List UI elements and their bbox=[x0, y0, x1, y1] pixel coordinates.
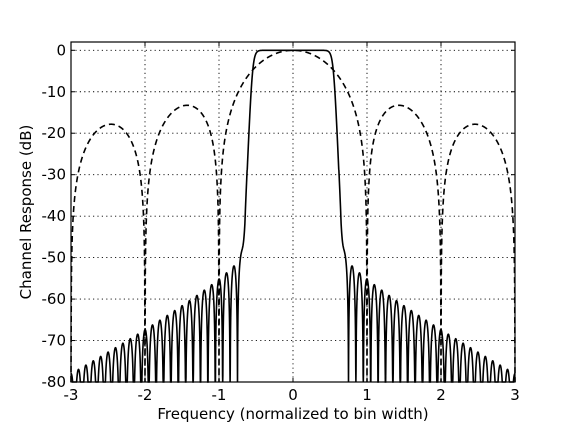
y-tick-label: -30 bbox=[42, 166, 67, 184]
x-axis-label: Frequency (normalized to bin width) bbox=[157, 405, 428, 423]
y-axis-label: Channel Response (dB) bbox=[17, 125, 35, 300]
y-tick-label: -80 bbox=[42, 373, 67, 391]
plot-frame bbox=[70, 41, 516, 383]
y-tick-label: -60 bbox=[42, 290, 67, 308]
y-tick-label: -20 bbox=[42, 124, 67, 142]
x-tick-label: 0 bbox=[288, 386, 298, 404]
x-tick-label: -3 bbox=[64, 386, 79, 404]
y-tick-label: -10 bbox=[42, 83, 67, 101]
grid-lines bbox=[70, 42, 516, 383]
x-tick-label: 1 bbox=[362, 386, 372, 404]
y-tick-label: -50 bbox=[42, 249, 67, 267]
axis-ticks bbox=[70, 42, 516, 383]
y-tick-label: 0 bbox=[56, 41, 66, 59]
x-tick-label: 2 bbox=[436, 386, 446, 404]
y-tick-label: -70 bbox=[42, 332, 67, 350]
x-tick-label: -1 bbox=[212, 386, 227, 404]
x-tick-label: 3 bbox=[510, 386, 520, 404]
y-tick-label: -40 bbox=[42, 207, 67, 225]
x-tick-label: -2 bbox=[138, 386, 153, 404]
x-tick-labels: -3 -2 -1 0 1 2 3 bbox=[64, 386, 520, 404]
y-tick-labels: 0 -10 -20 -30 -40 -50 -60 -70 -80 bbox=[42, 41, 67, 391]
